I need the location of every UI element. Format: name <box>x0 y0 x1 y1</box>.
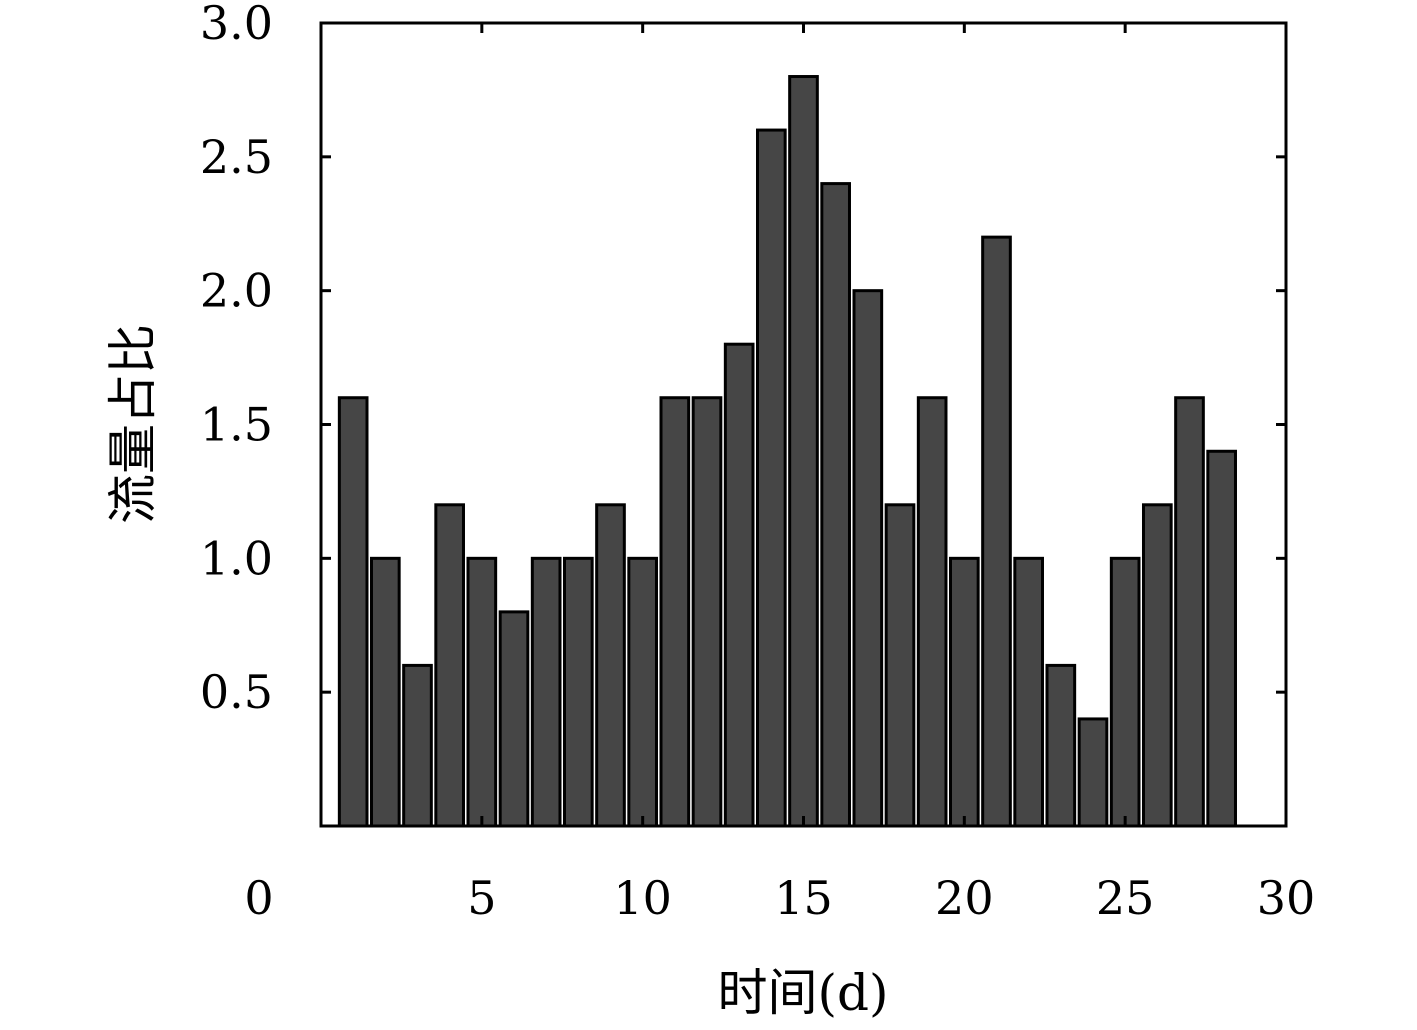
bar-5 <box>466 556 498 828</box>
x-tick-label-0: 0 <box>244 871 273 925</box>
bar-8 <box>563 556 594 828</box>
x-tick-label-25: 25 <box>1096 871 1155 925</box>
y-tick-label-2: 2.0 <box>200 264 273 318</box>
y-tick-label-2.5: 2.5 <box>200 130 273 184</box>
bar-14 <box>756 128 787 828</box>
bar-26 <box>1142 503 1173 828</box>
bar-23 <box>1045 663 1077 828</box>
bar-9 <box>595 503 626 828</box>
x-tick-label-15: 15 <box>774 871 833 925</box>
bar-10 <box>627 556 658 828</box>
bar-28 <box>1206 449 1237 828</box>
bar-17 <box>852 289 884 828</box>
x-tick-label-5: 5 <box>467 871 496 925</box>
bar-25 <box>1109 556 1141 828</box>
bar-21 <box>981 235 1012 828</box>
bar-16 <box>820 182 851 828</box>
bar-4 <box>434 503 465 828</box>
x-axis-label: 时间(d) <box>717 964 888 1022</box>
bar-3 <box>402 663 433 828</box>
bar-1 <box>337 396 369 828</box>
bar-27 <box>1174 396 1205 828</box>
y-tick-label-1.5: 1.5 <box>200 398 273 452</box>
y-tick-label-3: 3.0 <box>200 0 273 50</box>
y-axis-label: 流量占比 <box>104 324 162 524</box>
bar-2 <box>370 556 401 828</box>
bar-13 <box>723 342 755 828</box>
y-tick-label-0.5: 0.5 <box>200 665 273 719</box>
bars <box>337 75 1237 828</box>
bar-6 <box>498 610 530 828</box>
bar-15 <box>788 75 819 828</box>
bar-20 <box>949 556 980 828</box>
bar-11 <box>659 396 691 828</box>
axis-ticks <box>321 23 1286 826</box>
bar-18 <box>884 503 916 828</box>
bar-7 <box>530 556 562 828</box>
x-tick-label-30: 30 <box>1257 871 1316 925</box>
bar-24 <box>1077 717 1109 828</box>
x-tick-label-10: 10 <box>613 871 672 925</box>
x-tick-label-20: 20 <box>935 871 994 925</box>
plot-frame <box>319 21 1288 828</box>
tick-labels: 0 5 10 15 20 25 30 0.5 1.0 1.5 2.0 2.5 3.0 <box>200 0 1315 925</box>
bar-19 <box>916 396 948 828</box>
y-tick-label-1: 1.0 <box>200 531 273 585</box>
bar-22 <box>1013 556 1044 828</box>
bar-12 <box>691 396 723 828</box>
